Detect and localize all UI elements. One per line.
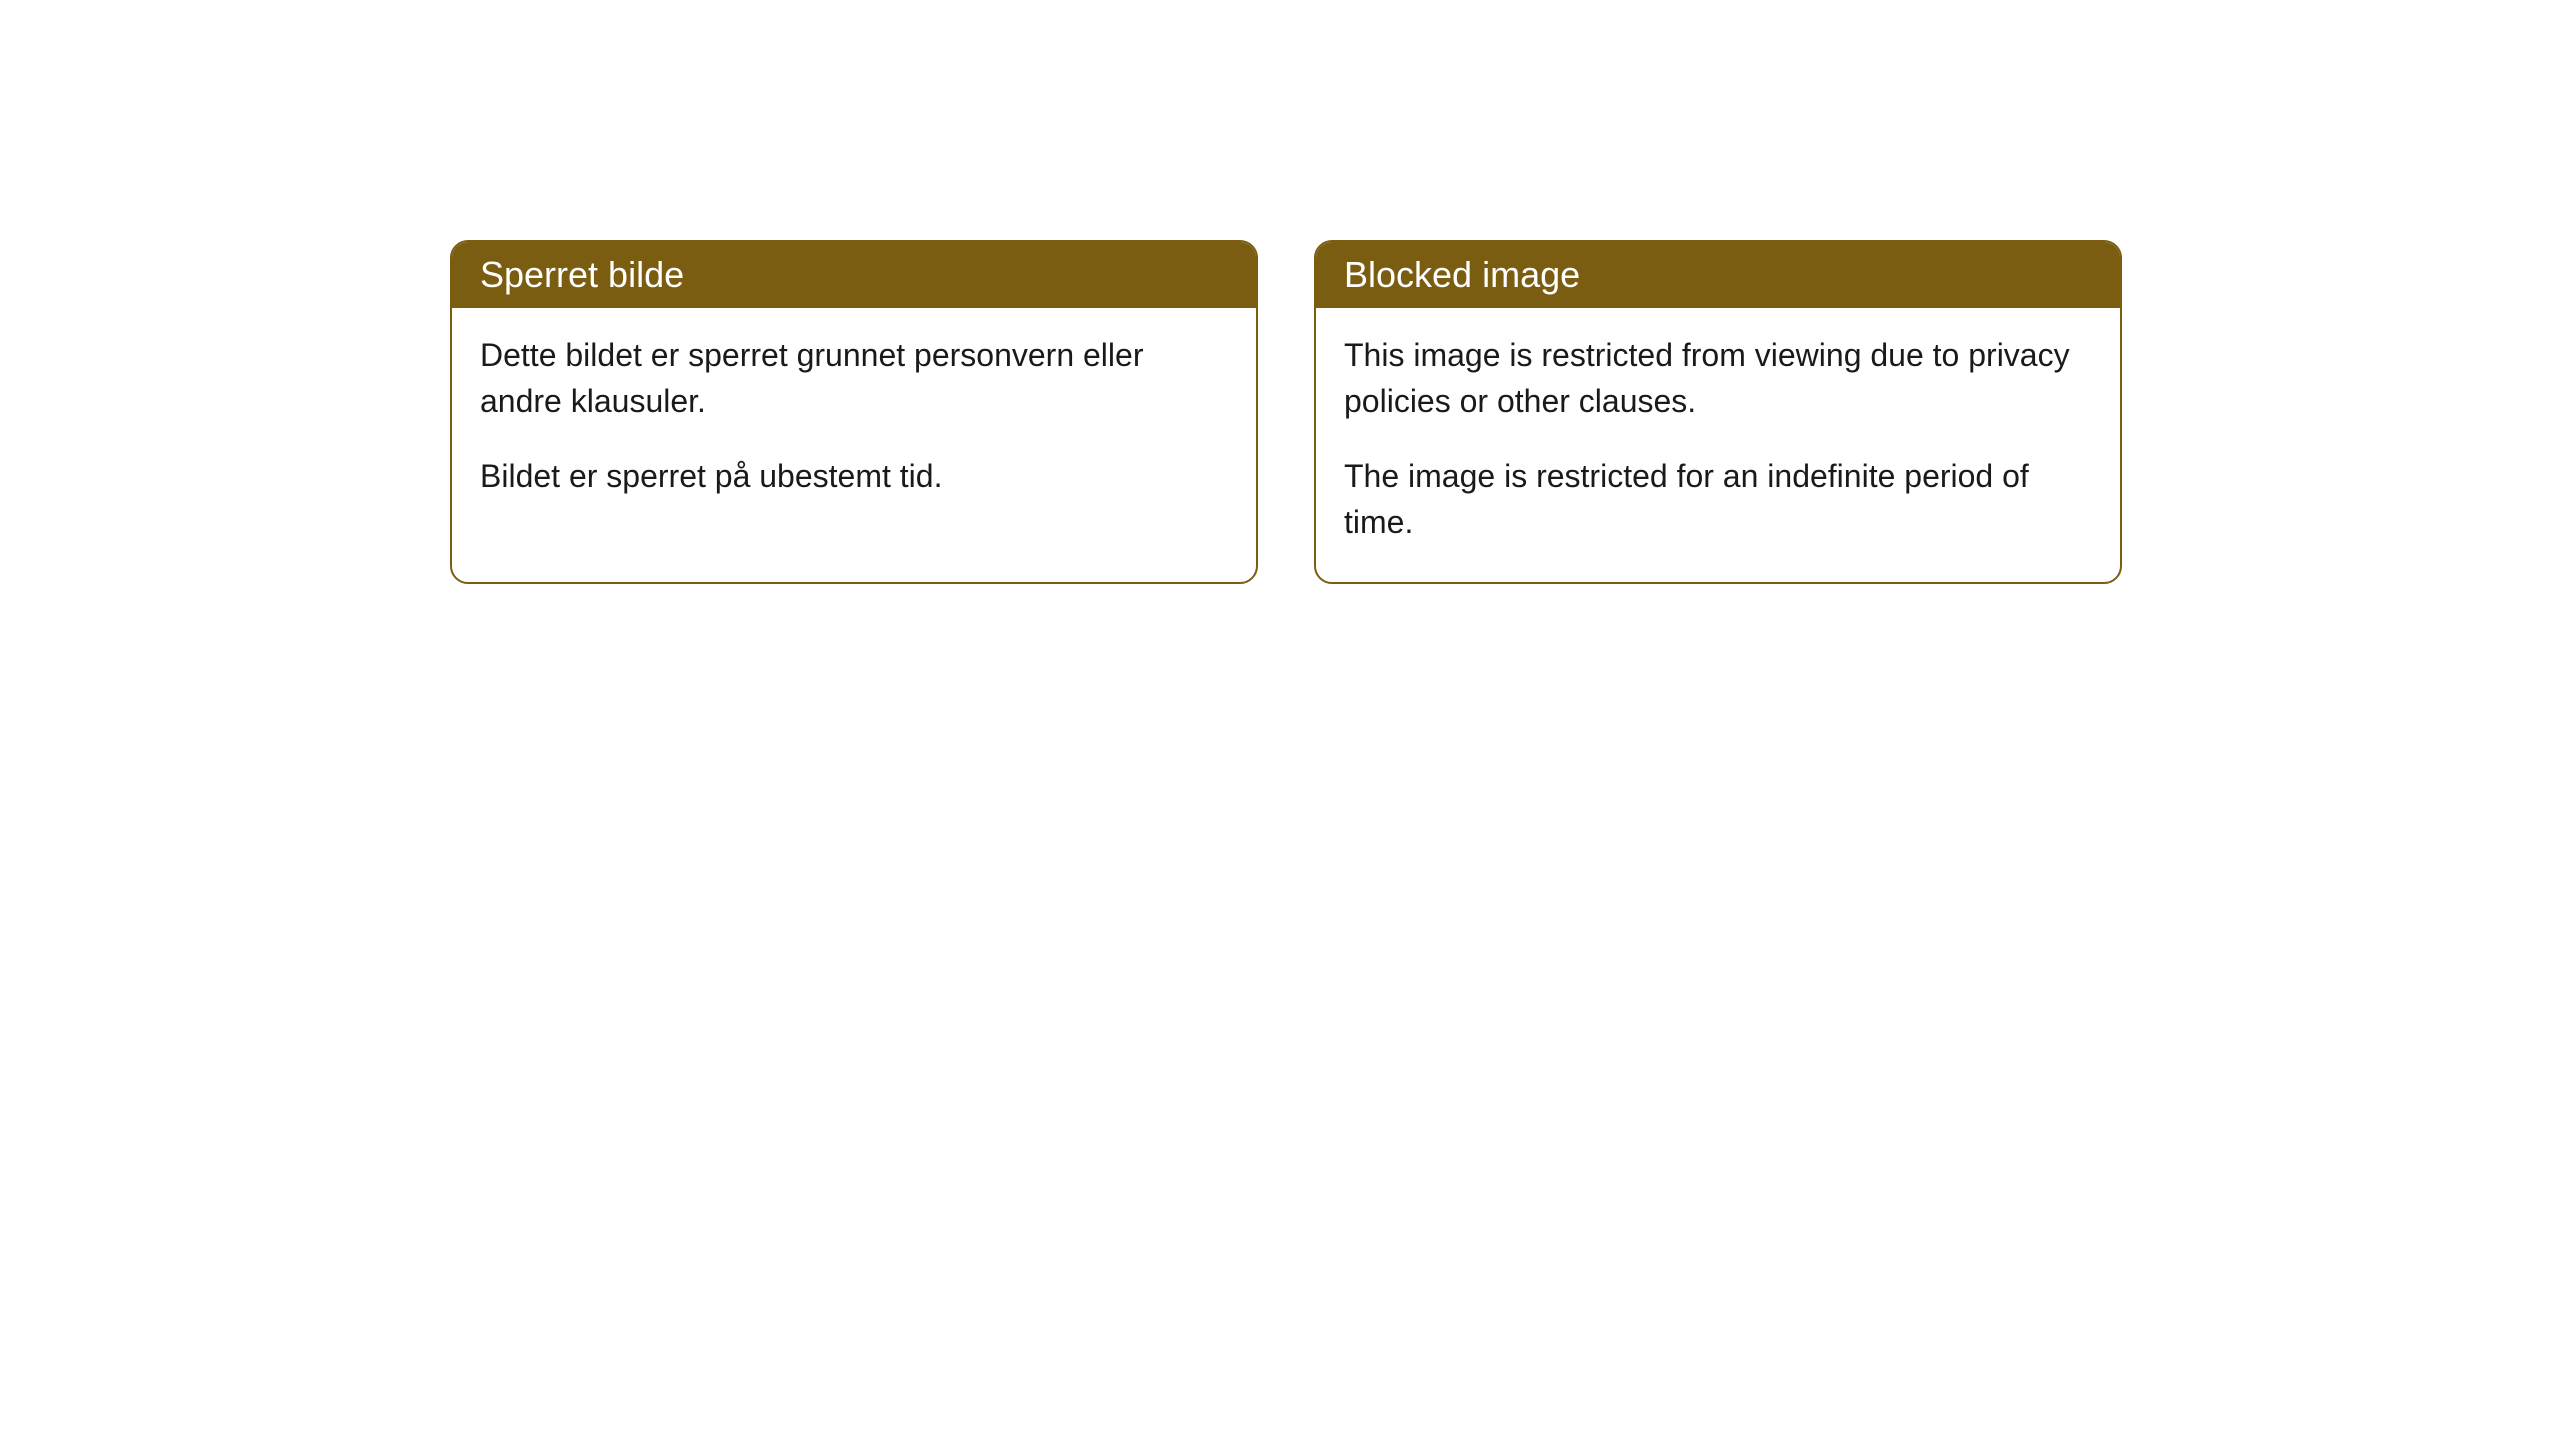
card-paragraph: This image is restricted from viewing du… [1344,332,2092,425]
card-header-norwegian: Sperret bilde [452,242,1256,308]
card-paragraph: Bildet er sperret på ubestemt tid. [480,453,1228,499]
card-paragraph: Dette bildet er sperret grunnet personve… [480,332,1228,425]
card-header-english: Blocked image [1316,242,2120,308]
blocked-image-card-norwegian: Sperret bilde Dette bildet er sperret gr… [450,240,1258,584]
card-title: Blocked image [1344,254,1580,295]
card-paragraph: The image is restricted for an indefinit… [1344,453,2092,546]
card-body-norwegian: Dette bildet er sperret grunnet personve… [452,308,1256,535]
notice-cards-container: Sperret bilde Dette bildet er sperret gr… [450,240,2560,584]
blocked-image-card-english: Blocked image This image is restricted f… [1314,240,2122,584]
card-title: Sperret bilde [480,254,684,295]
card-body-english: This image is restricted from viewing du… [1316,308,2120,582]
